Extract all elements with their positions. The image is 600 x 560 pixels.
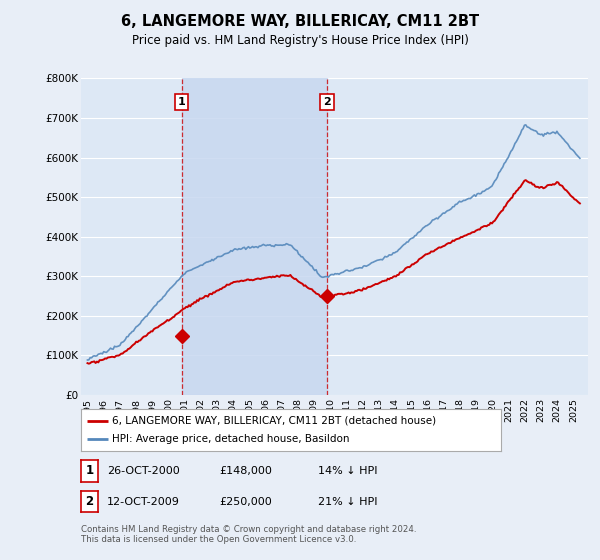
Text: 12-OCT-2009: 12-OCT-2009	[107, 497, 179, 507]
Text: £148,000: £148,000	[219, 466, 272, 476]
Text: Price paid vs. HM Land Registry's House Price Index (HPI): Price paid vs. HM Land Registry's House …	[131, 34, 469, 46]
Text: Contains HM Land Registry data © Crown copyright and database right 2024.
This d: Contains HM Land Registry data © Crown c…	[81, 525, 416, 544]
Text: 14% ↓ HPI: 14% ↓ HPI	[318, 466, 377, 476]
Text: 26-OCT-2000: 26-OCT-2000	[107, 466, 179, 476]
Bar	[182, 78, 327, 395]
Text: £250,000: £250,000	[219, 497, 272, 507]
Text: 21% ↓ HPI: 21% ↓ HPI	[318, 497, 377, 507]
Text: 6, LANGEMORE WAY, BILLERICAY, CM11 2BT (detached house): 6, LANGEMORE WAY, BILLERICAY, CM11 2BT (…	[113, 416, 437, 426]
Text: 6, LANGEMORE WAY, BILLERICAY, CM11 2BT: 6, LANGEMORE WAY, BILLERICAY, CM11 2BT	[121, 14, 479, 29]
Text: 1: 1	[85, 464, 94, 478]
Text: HPI: Average price, detached house, Basildon: HPI: Average price, detached house, Basi…	[113, 434, 350, 444]
Text: 2: 2	[85, 495, 94, 508]
Text: 1: 1	[178, 97, 185, 107]
Text: 2: 2	[323, 97, 331, 107]
